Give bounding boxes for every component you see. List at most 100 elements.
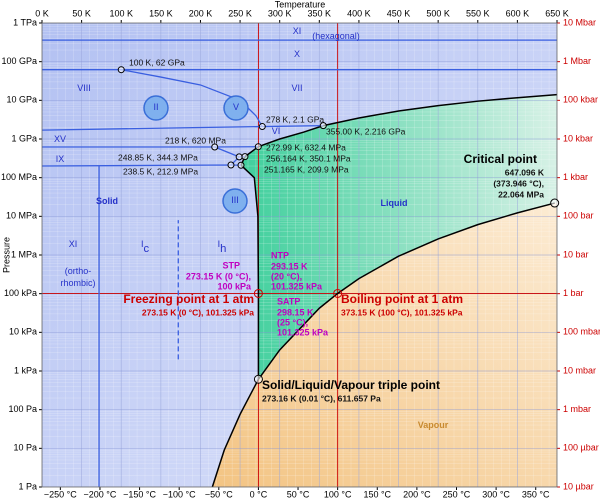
- point-label: 100 K, 62 GPa: [129, 57, 185, 67]
- phase-point: [241, 153, 249, 161]
- y-tick-label: 1 MPa: [11, 249, 37, 259]
- region-label: Ih: [218, 239, 227, 255]
- region-label: V: [233, 102, 239, 112]
- point-label: 251.165 K, 209.9 MPa: [264, 164, 349, 174]
- point-label: 256.164 K, 350.1 MPa: [266, 153, 351, 163]
- y2-tick-label: 100 mbar: [563, 327, 600, 337]
- y2-tick-label: 10 kbar: [563, 133, 593, 143]
- y-tick-label: 100 Pa: [8, 404, 37, 414]
- region-label-text: XI: [69, 239, 78, 249]
- region-label: VIII: [77, 83, 91, 93]
- point-label: 218 K, 620 MPa: [165, 135, 226, 145]
- x-tick-label: 550 K: [466, 8, 490, 18]
- phase-point: [258, 123, 266, 131]
- region-label-text: I: [141, 239, 144, 249]
- phase-point: [253, 288, 263, 298]
- plot-frame: [41, 22, 558, 488]
- x2-tick-label: 300 °C: [482, 489, 510, 499]
- x2-tick-label: 50 °C: [287, 489, 310, 499]
- note-line: (20 °C),: [271, 271, 302, 281]
- note-line: 298.15 K: [277, 307, 314, 317]
- region-label-text: rhombic): [60, 278, 95, 288]
- x2-tick-label: −250 °C: [44, 489, 77, 499]
- region-label-text: III: [231, 195, 239, 205]
- x-tick-label: 300 K: [268, 8, 292, 18]
- note-line: 100 kPa: [217, 281, 252, 291]
- note-line: 293.15 K: [271, 261, 308, 271]
- x2-tick-label: −200 °C: [84, 489, 117, 499]
- region-label: X: [294, 49, 300, 59]
- x-tick-label: 500 K: [426, 8, 450, 18]
- note-line: 273.15 K (0 °C),: [186, 271, 251, 281]
- point-label: 248.85 K, 344.3 MPa: [118, 152, 198, 162]
- region-label-text: X: [294, 49, 300, 59]
- region-label: Solid: [96, 196, 118, 206]
- region-label-text: Liquid: [381, 198, 408, 208]
- y-tick-label: 10 GPa: [6, 95, 37, 105]
- region-label: Liquid: [381, 198, 408, 208]
- y-tick-label: 100 MPa: [1, 172, 37, 182]
- y-tick-label: 1 Pa: [18, 481, 37, 491]
- region-label: II: [153, 102, 158, 112]
- x-tick-label: 100 K: [109, 8, 133, 18]
- region-label: IX: [56, 154, 65, 164]
- note-line: 101.325 kPa: [277, 327, 329, 337]
- point-label: 272.99 K, 632.4 MPa: [266, 142, 346, 152]
- y2-tick-label: 1 Mbar: [563, 56, 591, 66]
- plot-area: [42, 23, 557, 487]
- region-label-text: Solid: [96, 196, 118, 206]
- region-label: Vapour: [418, 420, 449, 430]
- region-label-text: VIII: [77, 83, 91, 93]
- region-label-text: XI: [293, 26, 302, 36]
- phase-boundary: [257, 202, 555, 380]
- region-label-text: V: [233, 102, 239, 112]
- y2-tick-label: 10 mbar: [563, 365, 596, 375]
- region-label-text: VI: [272, 126, 281, 136]
- x-tick-label: 350 K: [308, 8, 332, 18]
- y2-tick-label: 100 µbar: [563, 443, 599, 453]
- phase-badge: [223, 95, 249, 121]
- y2-tick-label: 1 kbar: [563, 172, 588, 182]
- point-title: Boiling point at 1 atm: [341, 292, 463, 306]
- phase-boundary: [258, 124, 324, 148]
- x2-tick-label: 150 °C: [363, 489, 391, 499]
- point-label: 278 K, 2.1 GPa: [266, 114, 324, 124]
- x-tick-label: 450 K: [387, 8, 411, 18]
- x-tick-label: 600 K: [506, 8, 530, 18]
- phase-boundary: [214, 146, 240, 158]
- y-tick-label: 100 GPa: [1, 56, 37, 66]
- x2-tick-label: 0 °C: [250, 489, 268, 499]
- x-tick-label: 200 K: [189, 8, 213, 18]
- note-title: STP: [222, 260, 240, 270]
- y-tick-label: 1 GPa: [11, 133, 37, 143]
- y2-tick-label: 100 kbar: [563, 95, 598, 105]
- y2-tick-label: 10 bar: [563, 249, 589, 259]
- region-label-text: II: [153, 102, 158, 112]
- point-detail: 273.15 K (0 °C), 101.325 kPa: [142, 307, 254, 317]
- y2-tick-label: 10 Mbar: [563, 17, 596, 27]
- phase-point: [253, 374, 263, 384]
- x-axis-title: Temperature: [275, 0, 326, 9]
- region-label-text: I: [218, 239, 221, 249]
- note-title: SATP: [277, 296, 300, 306]
- region-label: (ortho-: [65, 266, 92, 276]
- phase-boundary: [121, 69, 263, 127]
- region-label: Ic: [141, 239, 150, 255]
- point-title: Solid/Liquid/Vapour triple point: [262, 378, 440, 392]
- phase-point: [333, 288, 343, 298]
- point-detail: 22.064 MPa: [498, 189, 544, 199]
- point-detail: (373.946 °C),: [493, 178, 544, 188]
- phase-point: [211, 143, 219, 151]
- phase-point: [235, 153, 243, 161]
- region-label: XI: [69, 239, 78, 249]
- y-axis-title: Pressure: [1, 237, 11, 273]
- point-detail: 647.096 K: [505, 167, 545, 177]
- x-tick-label: 150 K: [149, 8, 173, 18]
- y2-tick-label: 1 bar: [563, 288, 584, 298]
- y2-tick-label: 100 bar: [563, 211, 594, 221]
- region-label-text: XV: [54, 134, 66, 144]
- point-label: 238.5 K, 212.9 MPa: [123, 166, 198, 176]
- vapour-region: [212, 203, 557, 487]
- phase-point: [550, 198, 560, 208]
